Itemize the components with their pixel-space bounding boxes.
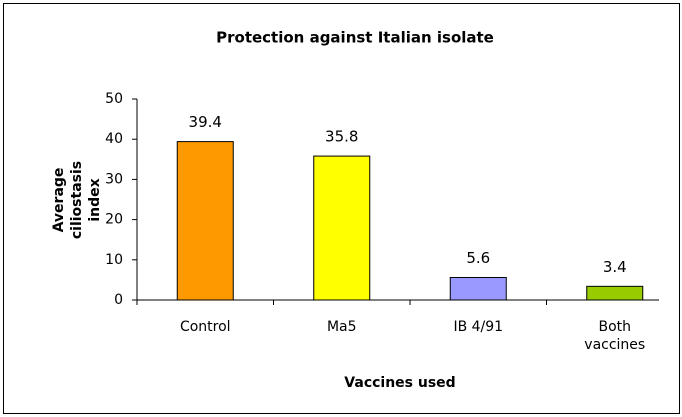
- y-tick-label: 50: [105, 91, 123, 107]
- y-axis-label: Average ciliostasis index: [51, 160, 103, 240]
- chart-title: Protection against Italian isolate: [216, 29, 494, 47]
- value-label: 35.8: [325, 128, 358, 146]
- bar: [586, 285, 644, 301]
- value-label: 3.4: [603, 258, 627, 276]
- y-tick-label: 10: [105, 252, 123, 268]
- value-label: 39.4: [189, 113, 222, 131]
- bar: [313, 155, 371, 301]
- y-tick-label: 40: [105, 131, 123, 147]
- x-tick-label: Both vaccines: [584, 319, 646, 353]
- bar: [449, 276, 507, 301]
- y-tick-label: 0: [114, 292, 123, 308]
- x-tick-label: IB 4/91: [453, 319, 504, 335]
- x-axis-label: Vaccines used: [344, 375, 455, 391]
- x-tick-label: Ma5: [326, 319, 357, 335]
- y-tick-label: 20: [105, 212, 123, 228]
- bar: [176, 141, 234, 301]
- y-tick-label: 30: [105, 171, 123, 187]
- value-label: 5.6: [466, 249, 490, 267]
- x-tick-label: Control: [179, 319, 231, 335]
